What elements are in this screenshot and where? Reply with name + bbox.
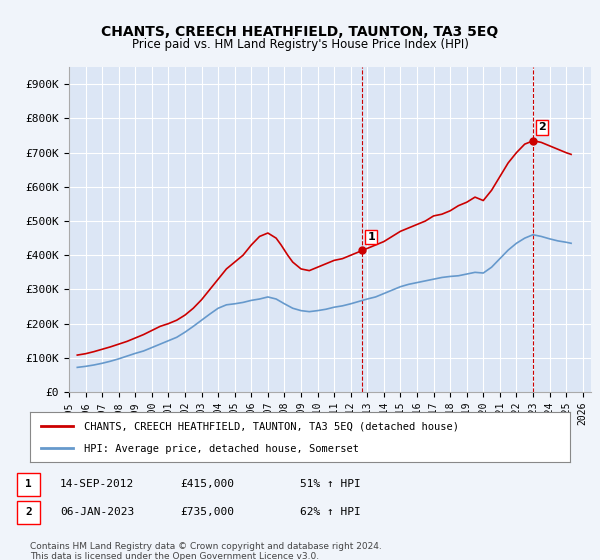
Text: 51% ↑ HPI: 51% ↑ HPI (300, 479, 361, 489)
Text: 06-JAN-2023: 06-JAN-2023 (60, 507, 134, 517)
Text: HPI: Average price, detached house, Somerset: HPI: Average price, detached house, Some… (84, 444, 359, 454)
Text: 14-SEP-2012: 14-SEP-2012 (60, 479, 134, 489)
Text: £415,000: £415,000 (180, 479, 234, 489)
Text: £735,000: £735,000 (180, 507, 234, 517)
Text: 2: 2 (538, 123, 546, 133)
Text: 62% ↑ HPI: 62% ↑ HPI (300, 507, 361, 517)
Text: 1: 1 (367, 232, 375, 242)
Text: 2: 2 (25, 507, 32, 517)
Text: Price paid vs. HM Land Registry's House Price Index (HPI): Price paid vs. HM Land Registry's House … (131, 38, 469, 51)
Text: CHANTS, CREECH HEATHFIELD, TAUNTON, TA3 5EQ (detached house): CHANTS, CREECH HEATHFIELD, TAUNTON, TA3 … (84, 422, 459, 432)
Text: CHANTS, CREECH HEATHFIELD, TAUNTON, TA3 5EQ: CHANTS, CREECH HEATHFIELD, TAUNTON, TA3 … (101, 25, 499, 39)
Text: 1: 1 (25, 479, 32, 489)
Text: Contains HM Land Registry data © Crown copyright and database right 2024.
This d: Contains HM Land Registry data © Crown c… (30, 542, 382, 560)
